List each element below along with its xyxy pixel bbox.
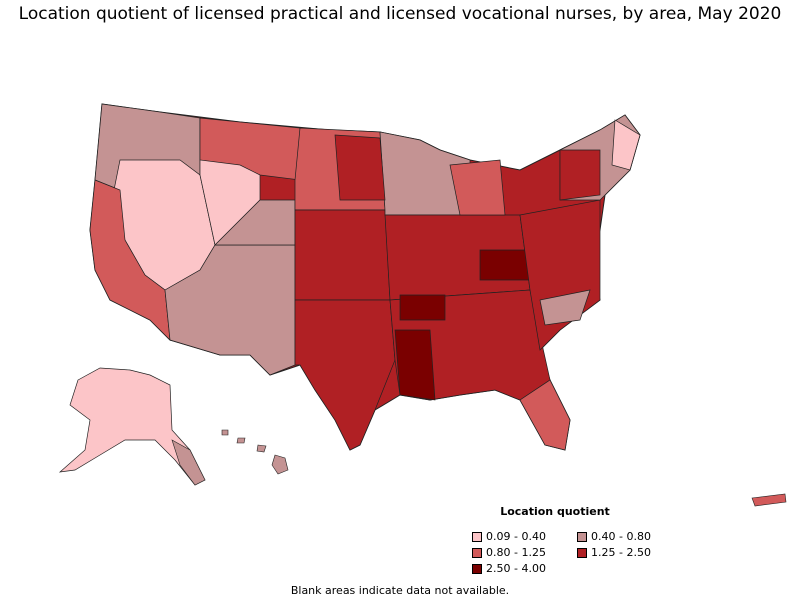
region-florida [519, 379, 571, 451]
legend: Location quotient 0.09 - 0.40 0.40 - 0.8… [460, 505, 690, 575]
region-alaska [58, 367, 206, 486]
footnote: Blank areas indicate data not available. [290, 584, 510, 597]
region-southwest [164, 244, 296, 376]
region-maine [611, 119, 641, 171]
region-hawaii-big-island [271, 454, 289, 475]
legend-item-3: 0.80 - 1.25 [472, 546, 577, 559]
region-alaska-southeast [171, 439, 206, 486]
region-new-york-high [559, 149, 601, 201]
region-hawaii-oahu [236, 437, 246, 444]
region-central-plains [294, 209, 391, 301]
region-minnesota-high [334, 134, 386, 201]
legend-item-1: 0.09 - 0.40 [472, 530, 577, 543]
legend-swatch-2 [577, 531, 587, 542]
legend-title: Location quotient [500, 505, 610, 518]
region-kentucky-high [479, 249, 531, 281]
region-arkansas-high [399, 294, 446, 321]
legend-label-2: 0.40 - 0.80 [591, 530, 651, 543]
region-puerto-rico [751, 493, 787, 507]
legend-label-5: 2.50 - 4.00 [486, 562, 546, 575]
map-title: Location quotient of licensed practical … [18, 4, 782, 24]
legend-item-5: 2.50 - 4.00 [472, 562, 577, 575]
legend-label-1: 0.09 - 0.40 [486, 530, 546, 543]
region-texas [294, 299, 396, 451]
legend-item-2: 0.40 - 0.80 [577, 530, 687, 543]
region-carolinas-mixed [539, 289, 591, 326]
legend-swatch-5 [472, 563, 482, 574]
region-hawaii-maui [256, 444, 267, 453]
legend-label-4: 1.25 - 2.50 [591, 546, 651, 559]
legend-swatch-1 [472, 531, 482, 542]
legend-swatch-4 [577, 547, 587, 558]
legend-item-4: 1.25 - 2.50 [577, 546, 687, 559]
region-michigan [449, 159, 506, 216]
region-hawaii-kauai [221, 429, 229, 436]
region-lower-mississippi [394, 329, 436, 401]
legend-swatch-3 [472, 547, 482, 558]
legend-label-3: 0.80 - 1.25 [486, 546, 546, 559]
